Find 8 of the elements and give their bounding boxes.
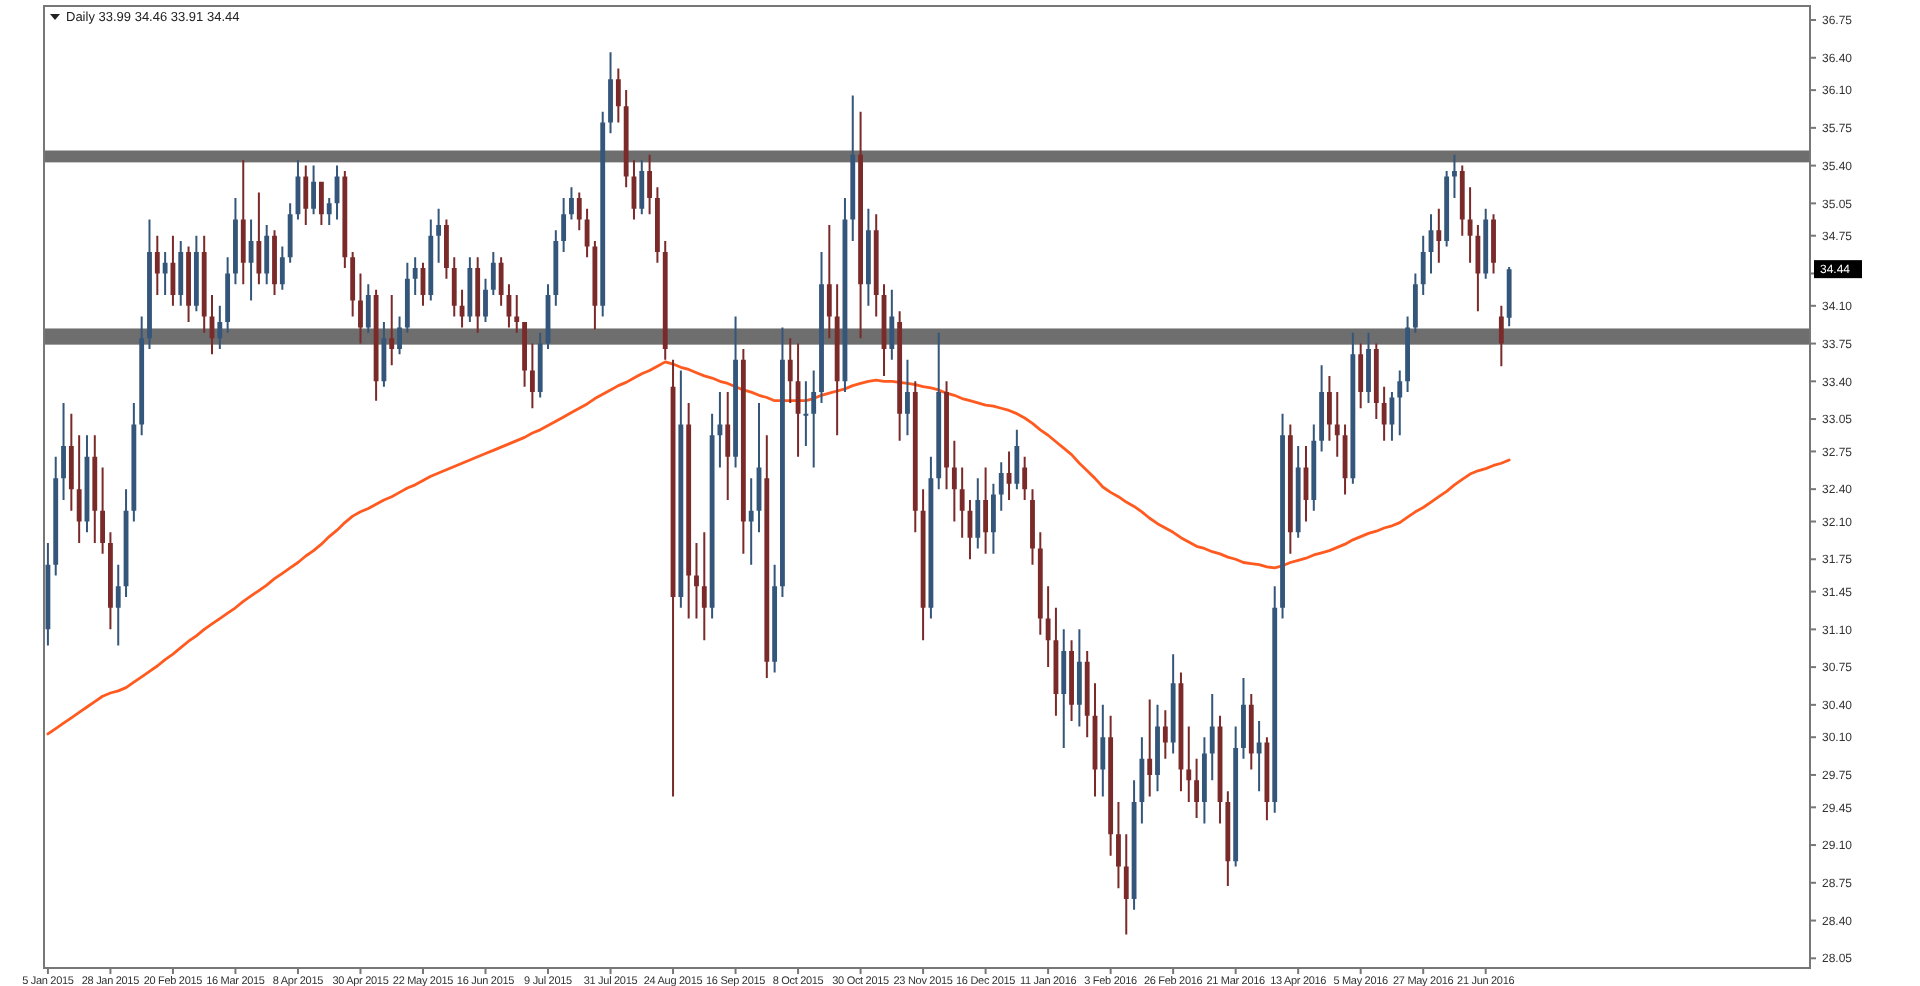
line-series: [46, 360, 1511, 736]
candlestick: [389, 295, 395, 366]
candlestick: [694, 543, 699, 619]
candlestick: [1334, 392, 1340, 457]
candlestick: [1452, 154, 1457, 198]
candlestick: [748, 478, 754, 565]
candlestick: [803, 381, 809, 447]
candlestick: [1186, 726, 1192, 802]
